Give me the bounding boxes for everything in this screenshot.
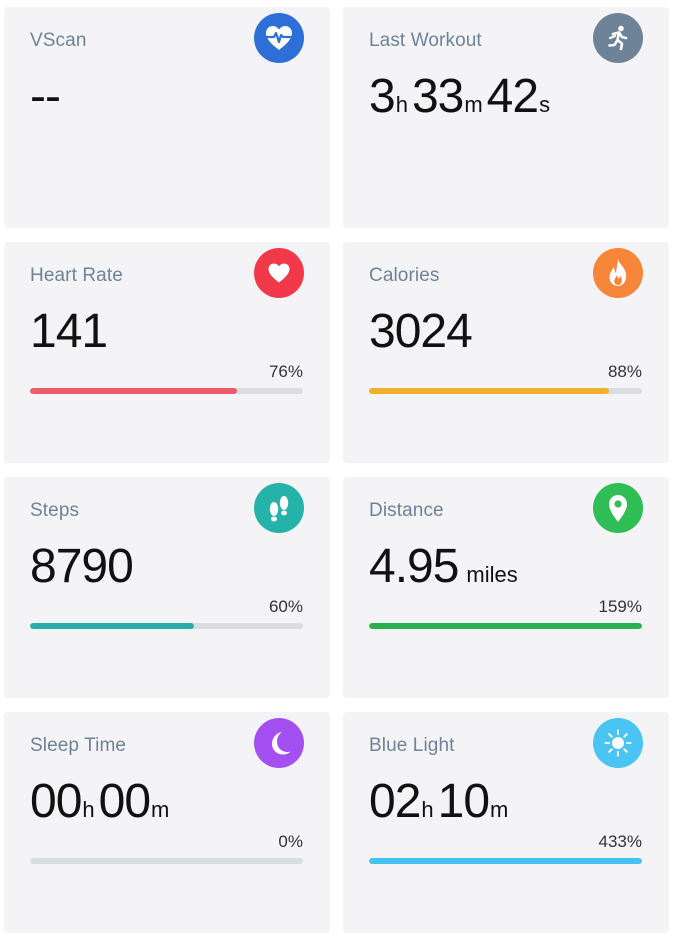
blue-light-hours-unit: h	[421, 797, 434, 822]
workout-seconds: 42	[486, 70, 539, 123]
footprints-icon	[254, 483, 304, 533]
card-title: Heart Rate	[30, 265, 123, 286]
workout-hours-unit: h	[395, 92, 408, 117]
blue-light-hours: 02	[369, 775, 421, 828]
sleep-minutes: 00	[98, 775, 151, 828]
card-sleep-time[interactable]: Sleep Time 00h00m 0%	[4, 712, 330, 933]
card-distance[interactable]: Distance 4.95 miles 159%	[343, 477, 669, 698]
heart-rate-progress	[30, 388, 303, 394]
calories-progress	[369, 388, 642, 394]
location-pin-icon	[593, 483, 643, 533]
distance-progress-fill	[369, 623, 642, 629]
distance-value: 4.95 miles	[369, 539, 518, 603]
distance-progress	[369, 623, 642, 629]
card-heart-rate[interactable]: Heart Rate 141 76%	[4, 242, 330, 463]
card-blue-light[interactable]: Blue Light 02h10m 433%	[343, 712, 669, 933]
card-last-workout[interactable]: Last Workout 3h33m42s	[343, 7, 669, 228]
distance-unit: miles	[466, 562, 518, 587]
sleep-time-percent: 0%	[278, 832, 303, 851]
calories-percent: 88%	[607, 362, 642, 381]
card-title: Sleep Time	[30, 735, 127, 756]
heart-icon	[254, 248, 304, 298]
heart-rate-percent: 76%	[268, 362, 303, 381]
card-title: Last Workout	[369, 30, 482, 51]
blue-light-value: 02h10m	[369, 774, 512, 838]
flame-icon	[593, 248, 643, 298]
card-title: Distance	[369, 500, 444, 521]
vscan-value: --	[30, 70, 61, 123]
blue-light-percent: 433%	[598, 832, 642, 851]
distance-percent: 159%	[598, 597, 642, 616]
workout-seconds-unit: s	[539, 92, 551, 117]
moon-icon	[254, 718, 304, 768]
card-title: Calories	[369, 265, 440, 286]
card-title: Steps	[30, 500, 80, 521]
workout-minutes-unit: m	[464, 92, 483, 117]
calories-value: 3024	[369, 305, 473, 358]
blue-light-progress	[369, 858, 642, 864]
sleep-time-value: 00h00m	[30, 774, 173, 838]
heart-rate-progress-fill	[30, 388, 238, 394]
steps-progress-fill	[30, 623, 194, 629]
distance-number: 4.95	[369, 540, 459, 593]
blue-light-minutes-unit: m	[490, 797, 509, 822]
card-title: VScan	[30, 30, 87, 51]
workout-minutes: 33	[411, 70, 464, 123]
sleep-hours: 00	[30, 775, 82, 828]
last-workout-value: 3h33m42s	[369, 69, 554, 133]
heart-rate-value: 141	[30, 305, 108, 358]
blue-light-progress-fill	[369, 858, 642, 864]
steps-progress	[30, 623, 303, 629]
card-steps[interactable]: Steps 8790 60%	[4, 477, 330, 698]
card-calories[interactable]: Calories 3024 88%	[343, 242, 669, 463]
running-person-icon	[593, 13, 643, 63]
calories-progress-fill	[369, 388, 610, 394]
sun-icon	[593, 718, 643, 768]
blue-light-minutes: 10	[437, 775, 490, 828]
workout-hours: 3	[369, 70, 396, 123]
card-vscan[interactable]: VScan --	[4, 7, 330, 228]
heart-pulse-icon	[254, 13, 304, 63]
card-title: Blue Light	[369, 735, 455, 756]
steps-percent: 60%	[268, 597, 303, 616]
steps-value: 8790	[30, 540, 134, 593]
sleep-hours-unit: h	[82, 797, 95, 822]
sleep-time-progress	[30, 858, 303, 864]
sleep-minutes-unit: m	[151, 797, 170, 822]
